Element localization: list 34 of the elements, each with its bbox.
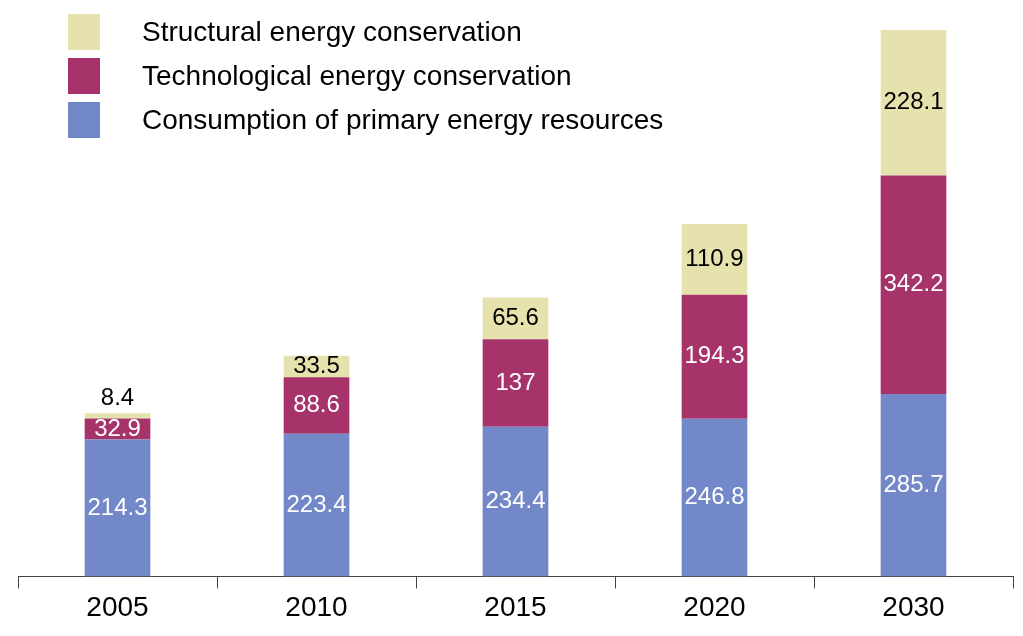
legend-label: Consumption of primary energy resources xyxy=(142,104,664,136)
legend-label: Technological energy conservation xyxy=(142,60,572,92)
data-label: 110.9 xyxy=(685,244,744,272)
data-label: 88.6 xyxy=(293,390,340,418)
legend-label: Structural energy conservation xyxy=(142,16,522,48)
bar xyxy=(681,294,748,419)
data-label: 228.1 xyxy=(883,87,944,115)
bar xyxy=(482,426,549,577)
data-label: 32.9 xyxy=(94,413,141,441)
bar xyxy=(283,433,350,577)
data-label: 214.3 xyxy=(87,492,148,520)
data-label: 246.8 xyxy=(684,482,745,510)
bar xyxy=(84,413,151,419)
data-label: 342.2 xyxy=(883,269,944,297)
bar xyxy=(681,418,748,577)
data-label: 65.6 xyxy=(492,303,539,331)
x-tick-label: 2030 xyxy=(882,590,945,622)
bar xyxy=(880,394,947,577)
data-label: 8.4 xyxy=(100,382,135,410)
x-tick-label: 2010 xyxy=(285,590,348,622)
data-label: 194.3 xyxy=(684,341,745,369)
data-label: 223.4 xyxy=(286,489,347,517)
bar xyxy=(681,224,748,295)
x-tick-label: 2015 xyxy=(484,590,547,622)
data-label: 137 xyxy=(495,367,536,395)
bar xyxy=(84,439,151,577)
data-label: 234.4 xyxy=(485,486,546,514)
bar xyxy=(482,339,549,427)
x-tick-label: 2020 xyxy=(683,590,746,622)
data-label: 285.7 xyxy=(883,469,944,497)
x-tick-label: 2005 xyxy=(86,590,149,622)
bar xyxy=(880,175,947,395)
bar xyxy=(880,30,947,176)
data-label: 33.5 xyxy=(293,351,340,379)
